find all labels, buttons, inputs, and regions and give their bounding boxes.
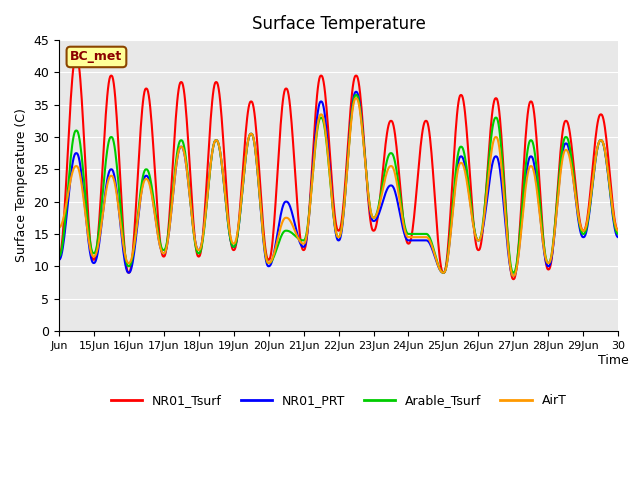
Title: Surface Temperature: Surface Temperature [252, 15, 426, 33]
NR01_PRT [397, 216, 404, 221]
NR01_PRT [614, 234, 622, 240]
X-axis label: Time: Time [598, 354, 629, 367]
Line: AirT: AirT [59, 98, 618, 276]
AirT [55, 225, 63, 230]
Arable_Tsurf [223, 215, 231, 221]
Legend: NR01_Tsurf, NR01_PRT, Arable_Tsurf, AirT: NR01_Tsurf, NR01_PRT, Arable_Tsurf, AirT [106, 389, 572, 412]
NR01_Tsurf [72, 53, 80, 59]
Arable_Tsurf [121, 249, 129, 254]
AirT [273, 242, 280, 248]
Arable_Tsurf [352, 92, 360, 98]
Arable_Tsurf [614, 231, 622, 237]
NR01_PRT [252, 146, 259, 152]
NR01_Tsurf [614, 228, 622, 234]
NR01_Tsurf [225, 212, 232, 217]
Arable_Tsurf [55, 253, 63, 259]
AirT [223, 213, 231, 218]
Line: NR01_Tsurf: NR01_Tsurf [59, 56, 618, 279]
Arable_Tsurf [252, 145, 259, 151]
NR01_Tsurf [252, 124, 260, 130]
Line: Arable_Tsurf: Arable_Tsurf [59, 95, 618, 273]
AirT [509, 273, 517, 279]
Text: BC_met: BC_met [70, 50, 123, 63]
Arable_Tsurf [439, 270, 447, 276]
Arable_Tsurf [428, 241, 436, 247]
NR01_PRT [223, 215, 231, 221]
NR01_Tsurf [273, 177, 281, 183]
NR01_PRT [273, 238, 280, 243]
NR01_Tsurf [55, 253, 63, 259]
NR01_Tsurf [397, 192, 404, 198]
NR01_Tsurf [509, 276, 517, 282]
AirT [252, 145, 259, 151]
AirT [352, 96, 360, 101]
Arable_Tsurf [397, 199, 404, 204]
AirT [121, 251, 129, 256]
NR01_PRT [121, 258, 129, 264]
NR01_PRT [55, 257, 63, 263]
AirT [614, 228, 622, 234]
NR01_PRT [352, 89, 360, 95]
NR01_PRT [509, 273, 517, 279]
NR01_Tsurf [122, 255, 129, 261]
Y-axis label: Surface Temperature (C): Surface Temperature (C) [15, 108, 28, 263]
AirT [428, 244, 436, 250]
NR01_PRT [428, 246, 436, 252]
NR01_Tsurf [428, 159, 436, 165]
AirT [397, 206, 404, 212]
Arable_Tsurf [273, 247, 280, 253]
Line: NR01_PRT: NR01_PRT [59, 92, 618, 276]
